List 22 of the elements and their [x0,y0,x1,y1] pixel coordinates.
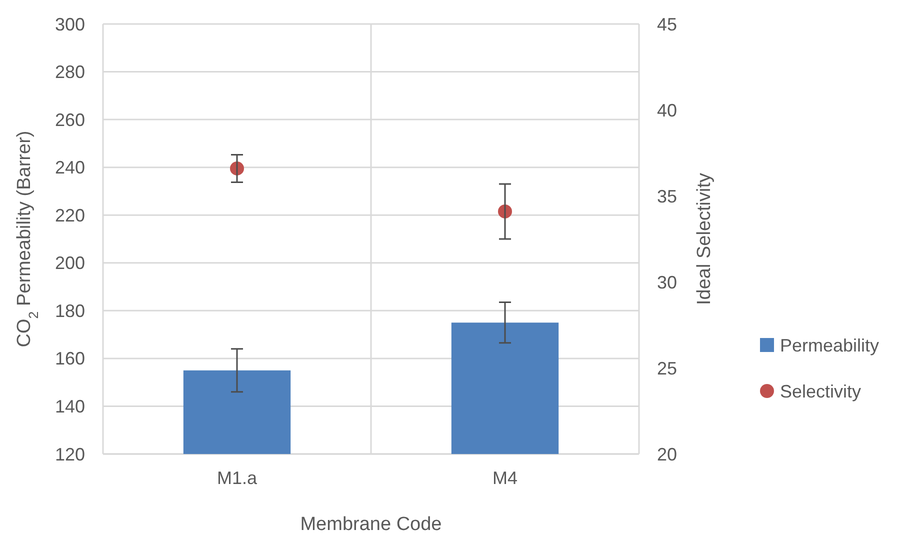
y-tick-label: 280 [54,62,85,82]
y2-tick-label: 25 [657,358,678,378]
y-tick-label: 240 [54,158,85,178]
y-tick-label: 160 [54,348,85,369]
y2-tick-label: 20 [657,444,678,464]
x-axis-title: Membrane Code [300,514,442,535]
y-tick-label: 120 [54,444,85,464]
y-tick-label: 200 [54,253,85,274]
x-tick-label: M4 [492,468,518,488]
y-tick-label: 180 [54,300,85,321]
y2-tick-label: 35 [657,186,678,206]
y2-tick-label: 45 [657,14,678,34]
legend-label: Selectivity [780,381,862,402]
y-tick-label: 140 [54,396,85,417]
legend-label: Permeability [780,335,880,356]
y2-axis-title: Ideal Selectivity [694,172,715,306]
x-tick-label: M1.a [216,468,258,488]
y-tick-label: 260 [54,110,85,130]
y-tick-label: 220 [54,205,85,226]
y2-tick-label: 40 [657,100,678,120]
y2-tick-label: 30 [657,272,678,292]
y-tick-label: 300 [54,14,85,34]
